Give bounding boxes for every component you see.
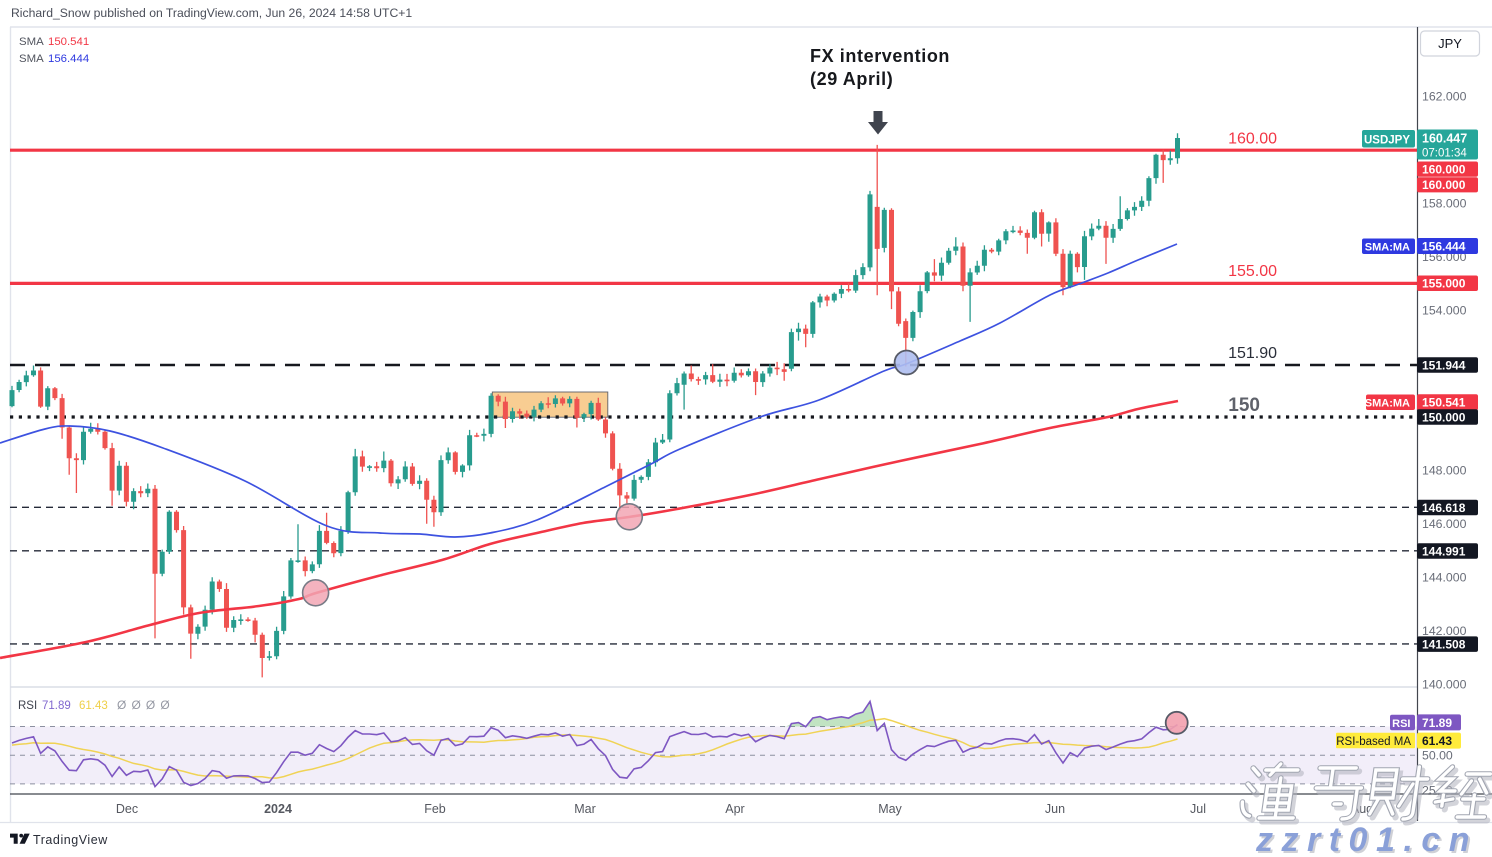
svg-text:SMA:MA: SMA:MA — [1365, 398, 1410, 410]
svg-text:150.541: 150.541 — [48, 36, 89, 48]
svg-text:156.444: 156.444 — [1422, 240, 1466, 254]
svg-text:150.000: 150.000 — [1422, 410, 1466, 424]
svg-text:158.000: 158.000 — [1422, 197, 1467, 211]
svg-text:156.444: 156.444 — [48, 53, 89, 65]
svg-text:148.000: 148.000 — [1422, 464, 1467, 478]
svg-text:Ø Ø Ø Ø: Ø Ø Ø Ø — [117, 698, 171, 712]
svg-text:50.00: 50.00 — [1422, 749, 1453, 763]
svg-text:160.00: 160.00 — [1228, 131, 1277, 148]
svg-text:155.000: 155.000 — [1422, 277, 1466, 291]
svg-text:TradingView: TradingView — [33, 833, 108, 847]
svg-text:142.000: 142.000 — [1422, 624, 1467, 638]
svg-text:61.43: 61.43 — [79, 700, 108, 712]
svg-text:Jun: Jun — [1045, 802, 1065, 816]
svg-text:71.89: 71.89 — [1422, 716, 1452, 730]
svg-text:May: May — [878, 802, 902, 816]
svg-text:Mar: Mar — [574, 802, 596, 816]
svg-text:Dec: Dec — [116, 802, 138, 816]
svg-text:146.000: 146.000 — [1422, 517, 1467, 531]
svg-text:(29 April): (29 April) — [810, 69, 893, 89]
svg-text:Apr: Apr — [725, 802, 744, 816]
svg-text:Feb: Feb — [424, 802, 446, 816]
svg-text:SMA:MA: SMA:MA — [1365, 242, 1410, 254]
svg-text:140.000: 140.000 — [1422, 678, 1467, 692]
svg-text:150.541: 150.541 — [1422, 396, 1466, 410]
svg-text:61.43: 61.43 — [1422, 734, 1452, 748]
svg-text:Jul: Jul — [1190, 802, 1206, 816]
svg-text:144.000: 144.000 — [1422, 571, 1467, 585]
svg-text:154.000: 154.000 — [1422, 303, 1467, 317]
svg-text:160.000: 160.000 — [1422, 178, 1466, 192]
svg-text:RSI-based MA: RSI-based MA — [1336, 736, 1411, 748]
svg-text:71.89: 71.89 — [42, 700, 71, 712]
svg-text:155.00: 155.00 — [1228, 263, 1277, 280]
svg-text:SMA: SMA — [19, 53, 44, 65]
svg-text:JPY: JPY — [1438, 36, 1462, 51]
svg-text:zzrt01.cn: zzrt01.cn — [1255, 821, 1478, 857]
svg-text:07:01:34: 07:01:34 — [1422, 148, 1467, 160]
svg-text:zzrt01.cn: zzrt01.cn — [1257, 823, 1480, 857]
svg-text:160.000: 160.000 — [1422, 163, 1466, 177]
svg-text:RSI: RSI — [18, 700, 37, 712]
svg-text:151.944: 151.944 — [1422, 358, 1466, 372]
svg-text:Richard_Snow published on Trad: Richard_Snow published on TradingView.co… — [11, 6, 412, 20]
svg-text:144.991: 144.991 — [1422, 544, 1466, 558]
svg-text:150: 150 — [1228, 395, 1260, 416]
svg-text:USDJPY: USDJPY — [1364, 135, 1410, 147]
svg-text:141.508: 141.508 — [1422, 637, 1466, 651]
svg-text:FX intervention: FX intervention — [810, 46, 950, 66]
svg-text:2024: 2024 — [264, 802, 292, 816]
svg-text:151.90: 151.90 — [1228, 345, 1277, 362]
svg-text:146.618: 146.618 — [1422, 501, 1466, 515]
svg-text:160.447: 160.447 — [1422, 132, 1467, 146]
svg-text:SMA: SMA — [19, 36, 44, 48]
svg-text:RSI: RSI — [1392, 718, 1410, 730]
svg-text:162.000: 162.000 — [1422, 90, 1467, 104]
